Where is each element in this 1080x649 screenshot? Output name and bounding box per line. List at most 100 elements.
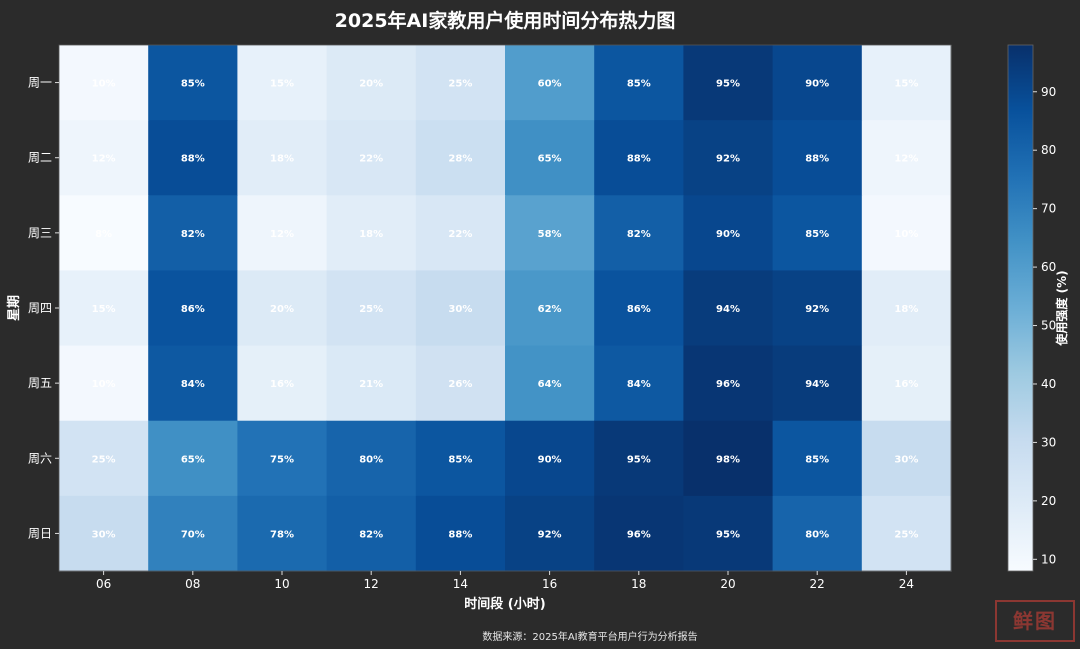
cell-value-label: 92% (716, 154, 740, 165)
colorbar-label: 使用强度 (%) (1054, 270, 1069, 346)
cell-value-label: 82% (359, 529, 383, 540)
heatmap-cell (505, 345, 595, 422)
heatmap-cell (148, 270, 238, 347)
cell-value-label: 65% (538, 154, 562, 165)
cell-value-label: 94% (805, 379, 829, 390)
x-tick-label: 18 (631, 577, 646, 591)
heatmap-cell (237, 120, 328, 196)
heatmap-cell (415, 495, 506, 572)
heatmap-cell (415, 195, 506, 271)
cell-value-label: 25% (92, 454, 116, 465)
cell-value-label: 15% (894, 79, 918, 90)
x-axis-label: 时间段 (小时) (464, 596, 545, 612)
heatmap-cell (505, 495, 595, 572)
colorbar-tick-label: 30 (1041, 435, 1056, 449)
cell-value-label: 65% (181, 454, 205, 465)
cell-value-label: 95% (716, 529, 740, 540)
heatmap-cell (861, 195, 952, 271)
cell-value-label: 10% (894, 229, 918, 240)
heatmap-cell (772, 420, 863, 497)
cell-value-label: 85% (805, 229, 829, 240)
cell-value-label: 85% (181, 79, 205, 90)
cell-value-label: 88% (805, 154, 829, 165)
cell-value-label: 16% (894, 379, 918, 390)
cell-value-label: 22% (359, 154, 383, 165)
cell-value-label: 10% (92, 79, 116, 90)
heatmap-cell (505, 45, 595, 121)
y-tick-label: 周二 (28, 151, 52, 165)
cell-value-label: 84% (627, 379, 651, 390)
y-tick-label: 周三 (28, 226, 52, 240)
heatmap-cell (415, 420, 506, 497)
cell-value-label: 95% (716, 79, 740, 90)
cell-value-label: 80% (805, 529, 829, 540)
y-axis-label: 星期 (7, 295, 22, 321)
heatmap-cell (861, 420, 952, 497)
heatmap-cell (772, 270, 863, 347)
heatmap-cell (148, 195, 238, 271)
heatmap-cell (148, 120, 238, 196)
heatmap-cell (326, 195, 417, 271)
cell-value-label: 98% (716, 454, 740, 465)
cell-value-label: 96% (716, 379, 740, 390)
cell-value-label: 64% (538, 379, 562, 390)
x-tick-label: 16 (542, 577, 557, 591)
heatmap-cell (683, 495, 774, 572)
cell-value-label: 94% (716, 304, 740, 315)
cell-value-label: 82% (181, 229, 205, 240)
cell-value-label: 21% (359, 379, 383, 390)
heatmap-cell (237, 345, 328, 422)
x-tick-label: 24 (899, 577, 914, 591)
heatmap-cell (594, 420, 684, 497)
cell-value-label: 88% (448, 529, 472, 540)
colorbar-tick-label: 40 (1041, 377, 1056, 391)
heatmap-cell (772, 45, 863, 121)
heatmap-cell (772, 495, 863, 572)
chart-title: 2025年AI家教用户使用时间分布热力图 (334, 10, 676, 32)
colorbar-tick-label: 50 (1041, 319, 1056, 333)
heatmap-cell (415, 45, 506, 121)
heatmap-cell (59, 120, 149, 196)
heatmap-cell (683, 120, 774, 196)
heatmap-cell (148, 420, 238, 497)
cell-value-label: 92% (805, 304, 829, 315)
heatmap-cell (772, 345, 863, 422)
cell-value-label: 84% (181, 379, 205, 390)
y-tick-label: 周一 (28, 76, 52, 90)
heatmap-cell (237, 495, 328, 572)
heatmap-cell (326, 270, 417, 347)
colorbar-tick-label: 70 (1041, 202, 1056, 216)
colorbar-tick-label: 80 (1041, 143, 1056, 157)
heatmap-cell (861, 120, 952, 196)
x-tick-label: 22 (810, 577, 825, 591)
heatmap-cell (505, 270, 595, 347)
heatmap-cell (505, 195, 595, 271)
cell-value-label: 85% (627, 79, 651, 90)
heatmap-cell (326, 120, 417, 196)
cell-value-label: 88% (627, 154, 651, 165)
cell-value-label: 20% (359, 79, 383, 90)
x-tick-label: 08 (185, 577, 200, 591)
heatmap-cell (59, 270, 149, 347)
cell-value-label: 8% (95, 229, 112, 240)
cell-value-label: 85% (448, 454, 472, 465)
colorbar (1007, 44, 1034, 572)
heatmap-cell (861, 345, 952, 422)
cell-value-label: 86% (181, 304, 205, 315)
cell-value-label: 85% (805, 454, 829, 465)
heatmap-cell (415, 345, 506, 422)
heatmap-cell (772, 120, 863, 196)
heatmap-cell (594, 270, 684, 347)
cell-value-label: 70% (181, 529, 205, 540)
heatmap-cell (326, 495, 417, 572)
heatmap-cell (594, 120, 684, 196)
heatmap-cell (505, 120, 595, 196)
heatmap-cell (237, 270, 328, 347)
cell-value-label: 82% (627, 229, 651, 240)
heatmap-cell (861, 495, 952, 572)
heatmap-cell (326, 345, 417, 422)
heatmap-cell (148, 495, 238, 572)
watermark-stamp: 鲜图 (995, 600, 1075, 642)
cell-value-label: 18% (359, 229, 383, 240)
